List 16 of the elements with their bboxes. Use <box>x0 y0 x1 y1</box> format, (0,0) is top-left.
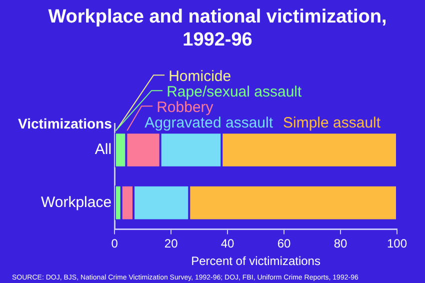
series-label: Simple assault <box>283 114 382 132</box>
x-tick-label: 20 <box>164 236 178 251</box>
text: Rape/sexual assault <box>166 84 302 101</box>
x-tick-label: 100 <box>386 236 408 251</box>
x-tick-label: 40 <box>220 236 235 251</box>
series-label: Aggravated assault <box>144 114 274 132</box>
x-axis-title: Percent of victimizations <box>191 254 320 268</box>
y-tick-label: Workplace <box>40 194 112 211</box>
y-tick-label: All <box>94 141 112 158</box>
x-tick-label: 0 <box>111 236 118 251</box>
chart-title: Workplace and national victimization, 1992-96 <box>48 6 387 50</box>
x-tick-label: 60 <box>277 236 292 251</box>
legend-label: Homicide <box>168 68 232 86</box>
x-tick-label: 80 <box>334 236 348 251</box>
series-label: Robbery <box>156 99 214 116</box>
y-axis-title: Victimizations <box>18 116 112 132</box>
